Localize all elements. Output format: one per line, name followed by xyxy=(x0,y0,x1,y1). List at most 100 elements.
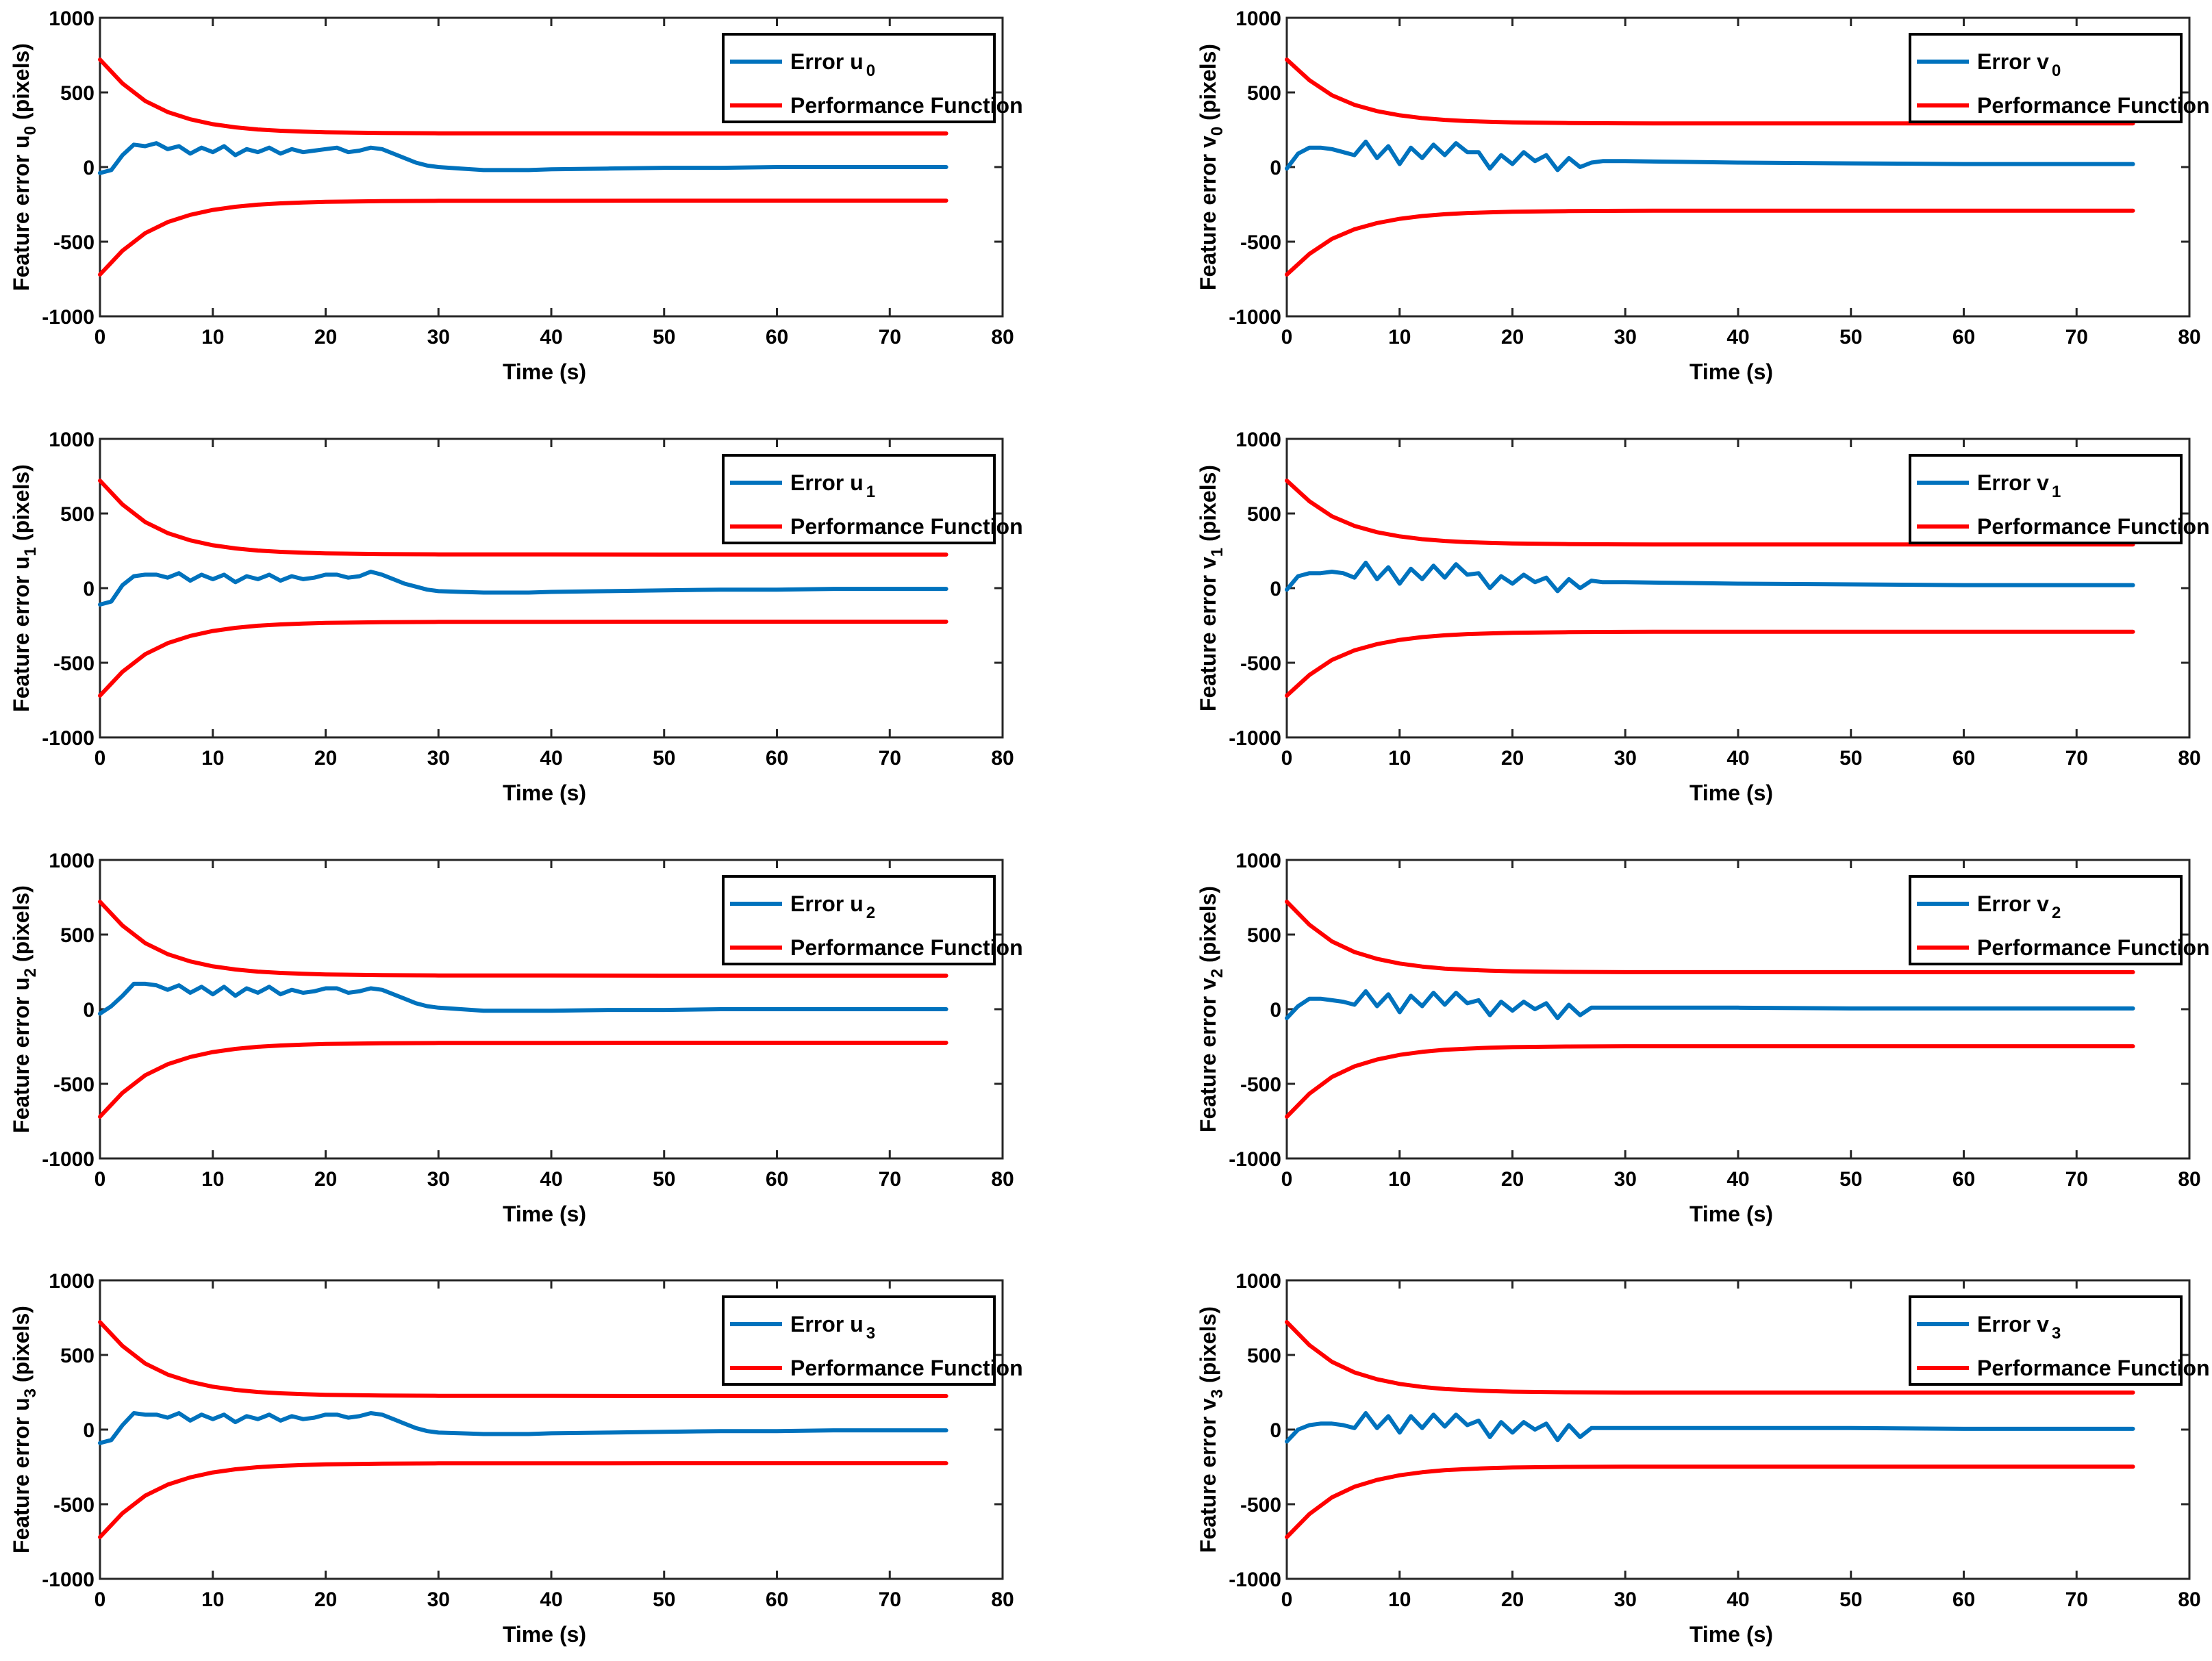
x-axis-label: Time (s) xyxy=(503,359,586,384)
x-tick-label: 0 xyxy=(1281,747,1293,770)
subplot-v3: 0 10 20 30 40 50 60 70 80 1000 500 0 -500 -1000 Time (… xyxy=(1196,1270,2210,1647)
x-axis-label: Time (s) xyxy=(1689,359,1773,384)
legend-label-subscript: 3 xyxy=(866,1324,875,1343)
legend: Error u 2 Performance Function xyxy=(722,875,1023,965)
y-tick-label: 1000 xyxy=(1235,8,1281,30)
x-tick-label: 60 xyxy=(766,326,788,348)
x-tick-label: 80 xyxy=(2178,1168,2200,1191)
legend-label-text: Error v xyxy=(1977,1312,2049,1336)
performance-lower-line xyxy=(98,1461,948,1539)
performance-upper-line xyxy=(1285,479,2135,547)
legend-label-text: Error u xyxy=(790,891,864,916)
y-tick-label: 0 xyxy=(1270,999,1281,1022)
y-axis-label-main: Feature error u xyxy=(9,135,34,291)
y-axis-label-unit: (pixels) xyxy=(1196,44,1220,127)
x-tick-label: 80 xyxy=(991,1168,1014,1191)
y-axis-label-main: Feature error v xyxy=(1196,1398,1220,1553)
x-tick-label: 50 xyxy=(1839,1588,1862,1611)
performance-lower-line xyxy=(1285,208,2135,277)
y-tick-label: 1000 xyxy=(1235,429,1281,451)
subplot-u0: 0 10 20 30 40 50 60 70 80 1000 500 0 -500 -1000 Time (… xyxy=(9,8,1023,384)
y-tick-label: 1000 xyxy=(49,8,95,30)
legend-label-text: Performance Function xyxy=(1977,514,2210,539)
y-axis-label-unit: (pixels) xyxy=(9,885,34,968)
legend-label-text: Performance Function xyxy=(790,514,1023,539)
x-tick-label: 60 xyxy=(1952,1588,1975,1611)
error-series-line xyxy=(1285,989,2135,1021)
performance-lower-line xyxy=(1285,1044,2135,1119)
performance-lower-line xyxy=(1285,629,2135,698)
y-axis-label: Feature error v1 (pixels) xyxy=(1196,465,1227,711)
y-axis-label-main: Feature error u xyxy=(9,556,34,712)
y-tick-label: 1000 xyxy=(49,429,95,451)
x-tick-label: 80 xyxy=(2178,747,2200,770)
x-tick-label: 70 xyxy=(2065,747,2088,770)
x-tick-label: 70 xyxy=(2065,1168,2088,1191)
error-series-line xyxy=(1285,139,2135,173)
x-tick-label: 60 xyxy=(766,747,788,770)
x-tick-label: 20 xyxy=(1501,747,1524,770)
y-axis-label-subscript: 0 xyxy=(21,126,40,135)
subplot-u2: 0 10 20 30 40 50 60 70 80 1000 500 0 -500 -1000 Time (… xyxy=(9,850,1023,1226)
x-tick-label: 10 xyxy=(201,326,224,348)
legend-label-text: Performance Function xyxy=(1977,935,2210,960)
y-tick-label: 500 xyxy=(60,82,95,105)
y-tick-label: -500 xyxy=(53,1074,95,1096)
x-tick-label: 10 xyxy=(201,747,224,770)
y-tick-label: -1000 xyxy=(1229,1148,1281,1171)
x-tick-label: 0 xyxy=(1281,1168,1293,1191)
x-tick-label: 70 xyxy=(879,1168,901,1191)
x-axis-label: Time (s) xyxy=(503,1202,586,1226)
legend-label-subscript: 1 xyxy=(866,483,875,501)
x-tick-label: 10 xyxy=(1388,326,1411,348)
y-axis-label-unit: (pixels) xyxy=(9,464,34,547)
x-tick-label: 60 xyxy=(1952,747,1975,770)
legend-label-performance: Performance Function xyxy=(790,93,1023,118)
y-axis-label-main: Feature error v xyxy=(1196,136,1220,290)
x-tick-label: 20 xyxy=(314,1168,337,1191)
y-tick-label: 500 xyxy=(1247,82,1281,105)
error-series-line xyxy=(1285,560,2135,594)
subplot-u3: 0 10 20 30 40 50 60 70 80 1000 500 0 -500 -1000 Time (… xyxy=(9,1270,1023,1647)
x-tick-label: 40 xyxy=(1726,1168,1749,1191)
performance-upper-line xyxy=(1285,900,2135,974)
y-tick-label: 1000 xyxy=(1235,1270,1281,1293)
y-tick-label: -1000 xyxy=(1229,306,1281,329)
y-tick-label: -500 xyxy=(53,1494,95,1517)
legend-label-performance: Performance Function xyxy=(1977,1356,2210,1380)
subplot-v1: 0 10 20 30 40 50 60 70 80 1000 500 0 -500 -1000 Time (… xyxy=(1196,429,2210,805)
subplot-v2: 0 10 20 30 40 50 60 70 80 1000 500 0 -500 -1000 Time (… xyxy=(1196,850,2210,1226)
subplot-v0: 0 10 20 30 40 50 60 70 80 1000 500 0 -500 -1000 Time (… xyxy=(1196,8,2210,384)
legend-label-subscript: 0 xyxy=(866,62,875,80)
x-tick-label: 30 xyxy=(427,326,450,348)
y-tick-label: -500 xyxy=(1240,1074,1281,1096)
x-tick-label: 40 xyxy=(540,1588,562,1611)
legend: Error u 1 Performance Function xyxy=(722,454,1023,544)
x-axis-label: Time (s) xyxy=(503,781,586,805)
y-tick-label: 0 xyxy=(83,578,95,600)
x-tick-label: 70 xyxy=(2065,326,2088,348)
legend-label-performance: Performance Function xyxy=(1977,93,2210,118)
y-tick-label: 500 xyxy=(1247,924,1281,947)
x-tick-label: 50 xyxy=(653,1168,675,1191)
legend-label-text: Error v xyxy=(1977,49,2049,74)
legend-label-performance: Performance Function xyxy=(790,514,1023,539)
x-tick-label: 50 xyxy=(653,747,675,770)
y-tick-label: 500 xyxy=(60,503,95,526)
y-tick-label: 1000 xyxy=(49,1270,95,1293)
performance-lower-line xyxy=(1285,1465,2135,1539)
legend-label-performance: Performance Function xyxy=(1977,935,2210,960)
x-tick-label: 60 xyxy=(766,1588,788,1611)
x-tick-label: 20 xyxy=(314,1588,337,1611)
y-axis-label-subscript: 2 xyxy=(1208,969,1227,978)
y-axis-label-main: Feature error u xyxy=(9,977,34,1133)
legend-label-performance: Performance Function xyxy=(790,1356,1023,1380)
x-tick-label: 20 xyxy=(1501,1168,1524,1191)
x-tick-label: 10 xyxy=(201,1168,224,1191)
error-series-line xyxy=(98,981,948,1016)
x-tick-label: 70 xyxy=(879,326,901,348)
